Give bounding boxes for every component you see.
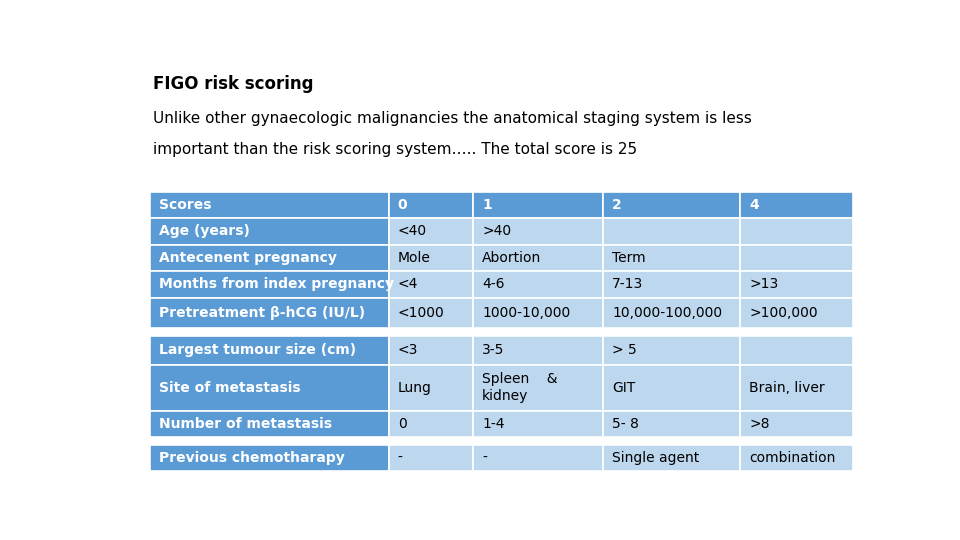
Text: Mole: Mole	[397, 251, 431, 265]
Bar	[389, 298, 473, 328]
Bar	[603, 411, 740, 437]
Bar	[740, 192, 852, 218]
Bar	[150, 364, 389, 411]
Bar	[473, 218, 603, 245]
Bar	[150, 245, 389, 271]
Text: 4: 4	[749, 198, 759, 212]
Text: Lung: Lung	[397, 381, 432, 395]
Bar	[603, 298, 740, 328]
Bar	[603, 335, 740, 364]
Bar	[150, 192, 389, 218]
Text: > 5: > 5	[612, 343, 636, 357]
Bar	[740, 298, 852, 328]
Text: Months from index pregnancy: Months from index pregnancy	[158, 278, 394, 291]
Bar	[740, 271, 852, 298]
Bar	[389, 335, 473, 364]
Text: FIGO risk scoring: FIGO risk scoring	[154, 75, 314, 93]
Text: Unlike other gynaecologic malignancies the anatomical staging system is less: Unlike other gynaecologic malignancies t…	[154, 111, 753, 125]
Text: combination: combination	[749, 451, 835, 465]
Text: Scores: Scores	[158, 198, 211, 212]
Bar	[473, 445, 603, 471]
Text: Abortion: Abortion	[482, 251, 541, 265]
Text: Number of metastasis: Number of metastasis	[158, 417, 332, 431]
Text: 0: 0	[397, 417, 406, 431]
Bar	[473, 335, 603, 364]
Text: <4: <4	[397, 278, 419, 291]
Text: Single agent: Single agent	[612, 451, 700, 465]
Text: <3: <3	[397, 343, 419, 357]
Text: 1-4: 1-4	[482, 417, 505, 431]
Text: 7-13: 7-13	[612, 278, 643, 291]
Bar	[150, 218, 389, 245]
Text: 4-6: 4-6	[482, 278, 505, 291]
Text: 5- 8: 5- 8	[612, 417, 639, 431]
Bar	[473, 411, 603, 437]
Text: Pretreatment β-hCG (IU/L): Pretreatment β-hCG (IU/L)	[158, 306, 365, 320]
Text: 0: 0	[397, 198, 407, 212]
Text: Brain, liver: Brain, liver	[749, 381, 825, 395]
Bar	[473, 298, 603, 328]
Text: >8: >8	[749, 417, 770, 431]
Bar	[150, 298, 389, 328]
Bar	[150, 335, 389, 364]
Bar	[603, 271, 740, 298]
Bar	[389, 218, 473, 245]
Text: >13: >13	[749, 278, 779, 291]
Bar	[150, 445, 389, 471]
Text: Site of metastasis: Site of metastasis	[158, 381, 300, 395]
Text: 3-5: 3-5	[482, 343, 504, 357]
Bar	[740, 364, 852, 411]
Bar	[603, 192, 740, 218]
Bar	[740, 411, 852, 437]
Text: 2: 2	[612, 198, 622, 212]
Text: GIT: GIT	[612, 381, 636, 395]
Bar	[389, 364, 473, 411]
Text: -: -	[482, 451, 487, 465]
Bar	[603, 245, 740, 271]
Text: Previous chemotharapy: Previous chemotharapy	[158, 451, 345, 465]
Bar	[740, 445, 852, 471]
Bar	[150, 271, 389, 298]
Bar	[389, 445, 473, 471]
Text: important than the risk scoring system….. The total score is 25: important than the risk scoring system….…	[154, 141, 637, 157]
Bar	[473, 245, 603, 271]
Bar	[473, 271, 603, 298]
Text: 1000-10,000: 1000-10,000	[482, 306, 570, 320]
Text: -: -	[397, 451, 402, 465]
Text: <40: <40	[397, 224, 427, 238]
Text: 1: 1	[482, 198, 492, 212]
Bar	[389, 411, 473, 437]
Text: Term: Term	[612, 251, 646, 265]
Text: >100,000: >100,000	[749, 306, 818, 320]
Bar	[740, 335, 852, 364]
Text: <1000: <1000	[397, 306, 444, 320]
Text: >40: >40	[482, 224, 512, 238]
Bar	[603, 218, 740, 245]
Bar	[603, 445, 740, 471]
Bar	[603, 364, 740, 411]
Text: 10,000-100,000: 10,000-100,000	[612, 306, 722, 320]
Bar	[389, 271, 473, 298]
Bar	[473, 192, 603, 218]
Bar	[389, 245, 473, 271]
Bar	[150, 411, 389, 437]
Bar	[740, 245, 852, 271]
Bar	[740, 218, 852, 245]
Bar	[473, 364, 603, 411]
Bar	[389, 192, 473, 218]
Text: Spleen    &
kidney: Spleen & kidney	[482, 373, 558, 403]
Text: Largest tumour size (cm): Largest tumour size (cm)	[158, 343, 356, 357]
Text: Antecenent pregnancy: Antecenent pregnancy	[158, 251, 337, 265]
Text: Age (years): Age (years)	[158, 224, 250, 238]
